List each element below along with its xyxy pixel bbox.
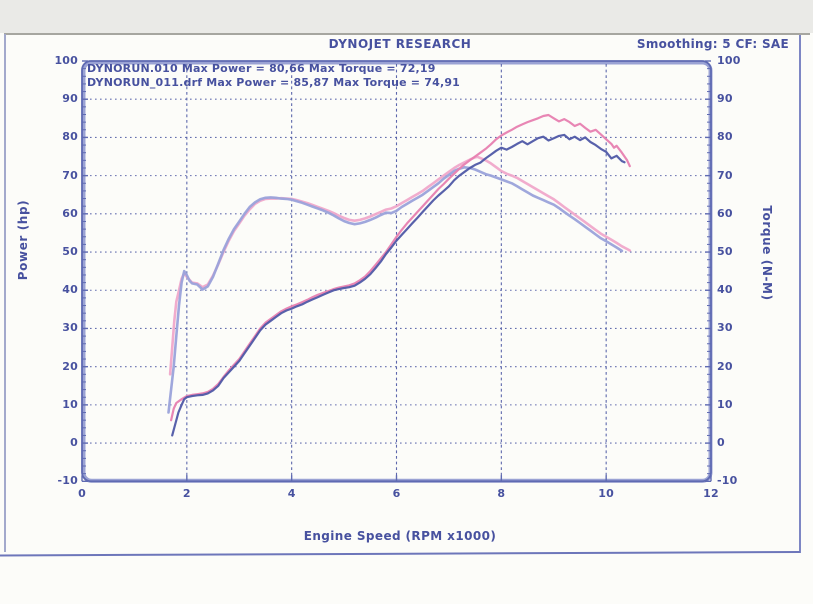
left-axis-tick-label: 50	[62, 245, 78, 259]
left-axis-tick-label: 100	[54, 54, 78, 67]
right-axis-tick-label: 100	[717, 54, 741, 67]
left-axis-tick-label: 0	[70, 436, 78, 450]
smoothing-cf-label: Smoothing: 5 CF: SAE	[636, 37, 789, 51]
x-axis-title: Engine Speed (RPM x1000)	[303, 529, 497, 543]
vertical-gridlines	[186, 64, 607, 479]
page-title: DYNOJET RESEARCH	[328, 37, 472, 51]
curve-dynorun-010-torque	[167, 166, 624, 414]
right-axis-tick-label: 30	[717, 321, 733, 335]
right-axis-tick-label: 40	[717, 283, 733, 297]
left-axis-title: Power (hp)	[16, 199, 30, 281]
legend-line-run010: DYNORUN.010 Max Power = 80,66 Max Torque…	[87, 62, 436, 75]
dyno-curves	[167, 113, 632, 437]
chart-legend: DYNORUN.010 Max Power = 80,66 Max Torque…	[87, 62, 460, 89]
axis-ticks	[81, 60, 712, 482]
page-border-top	[4, 33, 810, 35]
x-axis-tick-label: 10	[598, 487, 615, 500]
right-axis-tick-label: 90	[717, 92, 733, 106]
right-axis-tick-label: 70	[717, 168, 733, 182]
left-axis-tick-label: 20	[62, 359, 78, 373]
left-axis-tick-label: 70	[62, 168, 78, 182]
right-axis-tick-label: 50	[717, 245, 733, 259]
page-border-right	[799, 35, 801, 553]
x-axis-tick-label: 12	[703, 487, 719, 500]
page-border-left	[4, 34, 6, 552]
x-axis-tick-label: 6	[392, 487, 401, 500]
legend-line-run011: DYNORUN_011.drf Max Power = 85,87 Max To…	[87, 75, 461, 89]
left-axis-tick-label: 10	[62, 397, 78, 411]
x-axis-tick-label: 0	[78, 487, 86, 500]
left-axis-tick-label: 90	[62, 92, 78, 106]
right-axis-tick-label: 80	[717, 130, 733, 144]
left-axis-tick-label: 60	[62, 206, 78, 220]
left-axis-tick-label: 30	[62, 321, 78, 335]
left-axis-tick-label: -10	[57, 474, 78, 488]
right-axis-tick-label: 10	[717, 397, 733, 411]
x-axis-tick-label: 2	[182, 487, 191, 500]
curve-dynorun-011-torque	[168, 155, 632, 376]
right-axis-tick-label: 0	[717, 436, 725, 450]
right-axis-tick-label: -10	[717, 474, 738, 488]
x-axis-tick-label: 4	[287, 487, 296, 500]
x-axis-tick-label: 8	[497, 487, 506, 500]
right-axis-title: Torque (N-M)	[760, 205, 774, 301]
right-axis-tick-label: 60	[717, 206, 733, 220]
curve-dynorun-011-power	[170, 113, 631, 422]
curve-dynorun-010-power	[171, 133, 626, 437]
left-axis-tick-label: 40	[62, 283, 78, 297]
right-axis-tick-label: 20	[717, 359, 733, 373]
left-axis-tick-label: 80	[62, 130, 78, 144]
scan-top-margin	[0, 0, 813, 33]
